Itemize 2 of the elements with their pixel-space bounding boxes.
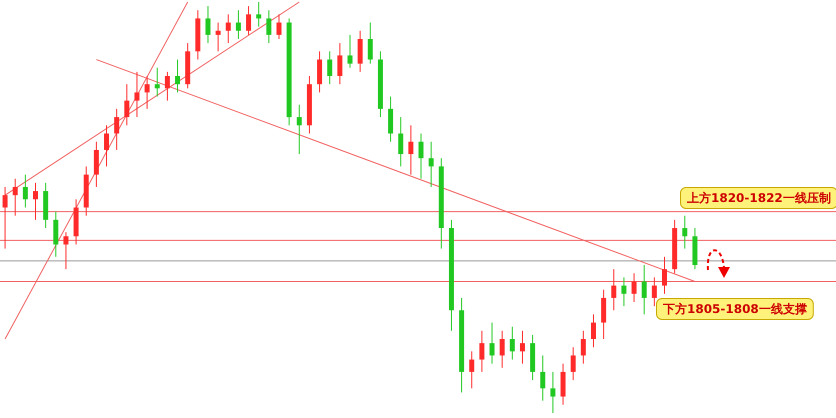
annotation: 上方1820-1822一线压制 (686, 191, 831, 205)
annotation: 下方1805-1808一线支撑 (662, 302, 807, 316)
